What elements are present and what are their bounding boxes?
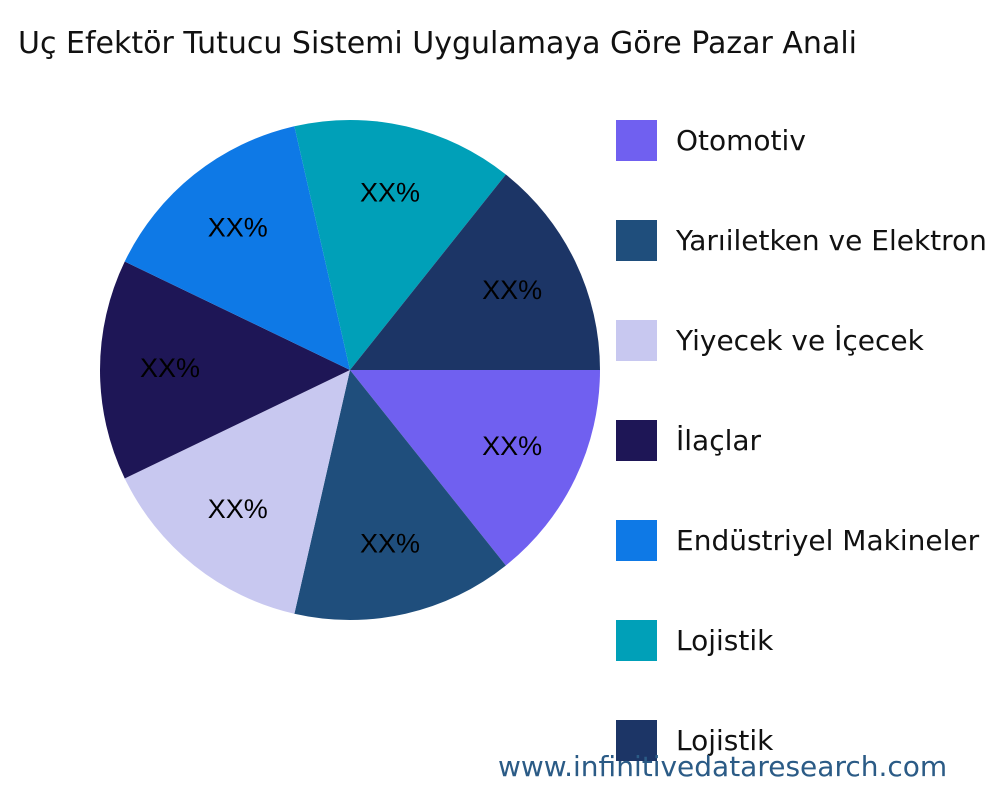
legend-swatch xyxy=(616,119,657,161)
chart-title: Uç Efektör Tutucu Sistemi Uygulamaya Gör… xyxy=(18,26,858,61)
slice-label: XX% xyxy=(360,529,420,559)
legend-label: Otomotiv xyxy=(676,123,806,157)
legend-item: Otomotiv xyxy=(616,119,806,161)
slice-label: XX% xyxy=(360,178,420,208)
legend-item: Lojistik xyxy=(616,719,774,761)
pie-slice xyxy=(124,126,350,370)
legend-swatch xyxy=(616,619,657,661)
watermark: www.infinitivedataresearch.com xyxy=(498,750,948,783)
legend-item: Lojistik xyxy=(616,619,774,661)
legend-swatch xyxy=(616,319,657,361)
pie-slice xyxy=(99,261,350,479)
legend-label: Lojistik xyxy=(676,723,774,757)
legend-label: Endüstriyel Makineler xyxy=(676,523,980,557)
slice-label: XX% xyxy=(482,431,542,461)
pie-slice xyxy=(294,370,506,621)
legend-item: İlaçlar xyxy=(616,419,762,461)
slice-label: XX% xyxy=(140,353,200,383)
legend-label: Yiyecek ve İçecek xyxy=(676,323,924,357)
legend-item: Yiyecek ve İçecek xyxy=(616,319,924,361)
pie-slice xyxy=(350,370,600,566)
slice-label: XX% xyxy=(482,275,542,305)
legend-swatch xyxy=(616,419,657,461)
slice-label: XX% xyxy=(208,494,268,524)
legend-label: İlaçlar xyxy=(676,423,762,457)
legend-swatch xyxy=(616,519,657,561)
legend-label: Lojistik xyxy=(676,623,774,657)
legend-swatch xyxy=(616,719,657,761)
pie-slice xyxy=(124,370,350,614)
slice-label: XX% xyxy=(208,212,268,242)
legend-item: Yarıiletken ve Elektron xyxy=(616,219,987,261)
legend-label: Yarıiletken ve Elektron xyxy=(676,223,987,257)
legend-swatch xyxy=(616,219,657,261)
legend-item: Endüstriyel Makineler xyxy=(616,519,980,561)
pie-slice xyxy=(350,174,600,370)
pie-slice xyxy=(294,119,506,370)
